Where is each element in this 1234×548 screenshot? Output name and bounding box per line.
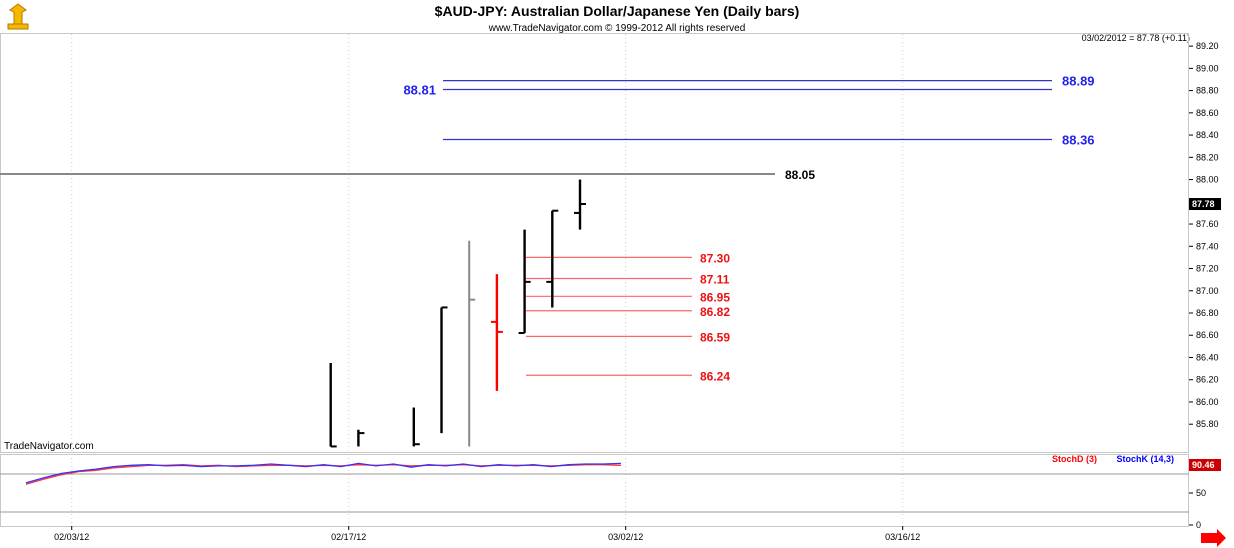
y-tick-label: 87.40 (1196, 241, 1219, 251)
logo-icon (7, 3, 29, 30)
gray-level-label: 88.05 (785, 168, 815, 182)
y-tick-label: 87.20 (1196, 264, 1219, 274)
x-tick-label: 02/03/12 (54, 532, 89, 542)
stochk-line (25, 462, 622, 484)
x-tick-label: 03/16/12 (885, 532, 920, 542)
y-tick-label: 87.00 (1196, 286, 1219, 296)
price-panel-frame (0, 33, 1189, 453)
last-price-tag (1189, 198, 1221, 211)
axis-layer: 02/03/12 02/17/12 03/02/12 03/16/12 89.20 89.… (54, 41, 1221, 542)
legend-stochd: StochD (3) (1052, 454, 1097, 464)
price-readout: 03/02/2012 = 87.78 (+0.11) (1082, 33, 1190, 43)
stoch-tick-label: 50 (1196, 488, 1206, 498)
stoch-tick-label: 0 (1196, 520, 1201, 530)
stoch-panel-frame (0, 454, 1189, 527)
y-tick-label: 88.60 (1196, 108, 1219, 118)
red-level-label: 87.30 (700, 251, 730, 265)
red-level-label: 86.82 (700, 305, 730, 319)
y-tick-label: 85.80 (1196, 419, 1219, 429)
stoch-value-label: 90.46 (1192, 460, 1215, 470)
scroll-right-icon[interactable] (1201, 529, 1226, 547)
x-tick-label: 03/02/12 (608, 532, 643, 542)
x-tick-label: 02/17/12 (331, 532, 366, 542)
levels-layer: 88.89 88.81 88.36 88.05 87.30 87.11 86.9586.82… (0, 74, 1095, 383)
stoch-value-tag (1189, 459, 1221, 471)
chart-title: $AUD-JPY: Australian Dollar/Japanese Yen… (435, 3, 800, 19)
red-level-label: 86.24 (700, 369, 730, 383)
y-tick-label: 89.20 (1196, 41, 1219, 51)
stochastic-layer: 50 0 90.46 (0, 459, 1221, 530)
y-tick-label: 88.20 (1196, 152, 1219, 162)
last-price-label: 87.78 (1192, 199, 1215, 209)
y-tick-label: 89.00 (1196, 63, 1219, 73)
red-level-label: 87.11 (700, 273, 730, 287)
y-tick-label: 86.40 (1196, 352, 1219, 362)
blue-level-label: 88.89 (1062, 74, 1095, 89)
blue-level-label: 88.36 (1062, 133, 1095, 148)
bars-layer (329, 179, 586, 448)
y-tick-label: 86.80 (1196, 308, 1219, 318)
red-level-label: 86.59 (700, 330, 730, 344)
chart-subtitle: www.TradeNavigator.com © 1999-2012 All r… (488, 23, 746, 34)
blue-level-label: 88.81 (403, 82, 436, 97)
y-tick-label: 87.60 (1196, 219, 1219, 229)
y-tick-label: 86.60 (1196, 330, 1219, 340)
y-tick-label: 86.20 (1196, 375, 1219, 385)
y-tick-label: 88.80 (1196, 86, 1219, 96)
legend-stochk: StochK (14,3) (1116, 454, 1174, 464)
red-level-label: 86.95 (700, 290, 730, 304)
y-tick-label: 88.00 (1196, 175, 1219, 185)
watermark-text: TradeNavigator.com (4, 441, 94, 452)
y-tick-label: 88.40 (1196, 130, 1219, 140)
y-tick-label: 86.00 (1196, 397, 1219, 407)
